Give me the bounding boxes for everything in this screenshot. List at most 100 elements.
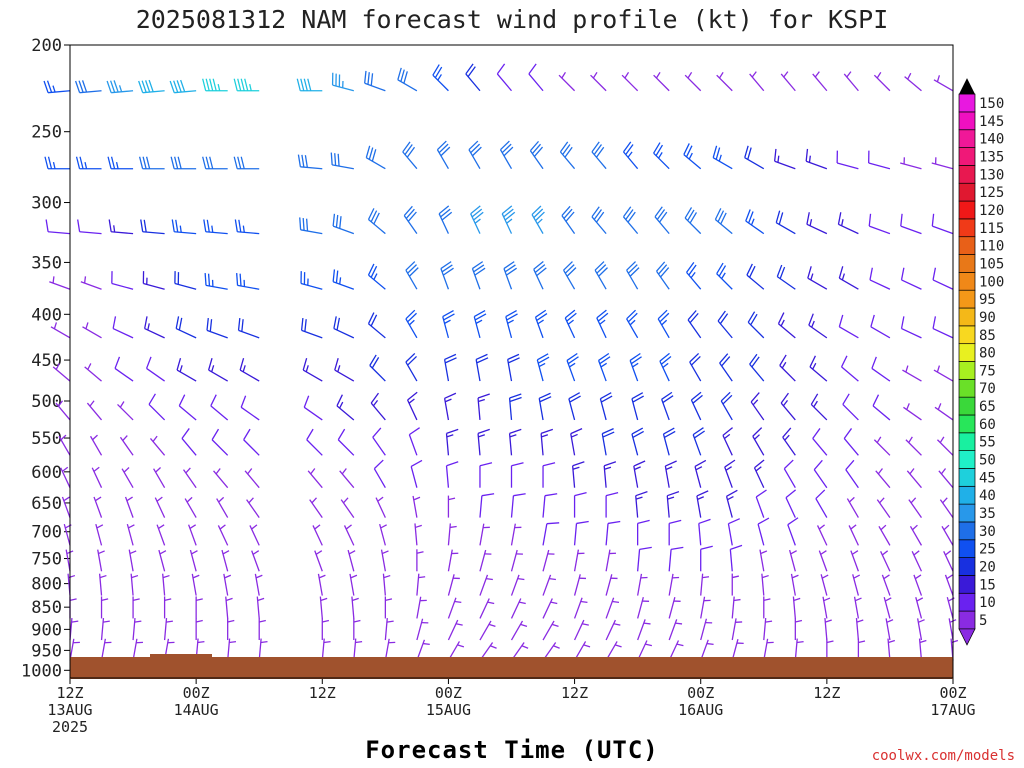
wind-barb [540,428,554,456]
wind-barb [50,322,71,339]
wind-barb [508,393,522,421]
wind-barb [132,638,143,661]
wind-barb [631,427,644,456]
colorbar-label: 100 [979,274,1004,290]
wind-barb [944,574,954,596]
colorbar-label: 40 [979,488,996,504]
wind-barb [815,489,828,518]
wind-barb [559,141,576,170]
y-tick-label: 800 [31,575,62,595]
wind-barb [351,596,359,619]
wind-barb [333,316,355,339]
wind-barb [878,524,891,546]
wind-barb [836,150,859,170]
wind-barb [80,276,102,290]
wind-barb [936,436,954,456]
wind-barb [716,71,733,92]
colorbar-label: 35 [979,506,996,522]
wind-barb [445,461,459,488]
wind-barb [447,574,460,596]
colorbar-cell [958,325,976,345]
wind-barb [757,517,770,546]
colorbar-cell [958,414,976,434]
colorbar-label: 60 [979,417,996,433]
wind-barb [918,638,927,661]
wind-barb [631,392,644,421]
wind-barb [601,428,615,456]
wind-barb [249,524,260,546]
plot-frame [69,44,954,679]
wind-barb [872,394,891,421]
wind-barb [303,395,323,421]
x-tick-label: 12Z [813,684,840,702]
wind-barb [140,219,165,235]
wind-barb [637,573,648,596]
wind-barb [911,550,923,572]
wind-barb [690,391,703,421]
wind-barb [510,549,523,572]
wind-barb [510,493,526,518]
wind-barb [666,491,680,518]
wind-barb [915,597,924,619]
wind-barb [809,355,828,382]
wind-barb [542,574,556,596]
wind-barb [698,518,711,546]
wind-barb [97,549,105,572]
wind-barb [717,310,733,339]
wind-barb [913,574,923,596]
wind-barb [838,314,859,339]
colorbar-label: 130 [979,167,1004,183]
wind-barb [943,550,954,572]
wind-barb [202,156,228,170]
wind-barb [163,596,172,619]
wind-barb [622,141,639,170]
wind-barb [782,427,796,456]
wind-barb [603,461,617,488]
wind-barb [597,352,611,382]
wind-barb [605,619,621,641]
wind-barb [317,573,326,596]
x-tick-label: 13AUG [47,701,92,719]
wind-barb [211,428,229,456]
wind-barb [468,140,482,170]
wind-barb [216,496,229,518]
wind-barb [189,549,198,572]
wind-barb [171,219,197,235]
wind-barb [91,466,103,488]
wind-barb [838,266,859,290]
wind-barb [445,428,459,456]
wind-barb [637,619,651,641]
wind-barb [750,392,765,421]
wind-barb [852,574,861,596]
wind-barb [55,400,71,421]
wind-barb [902,365,922,382]
x-axis-label: Forecast Time (UTC) [365,736,659,764]
wind-barb [306,428,323,456]
wind-barb [868,150,891,170]
wind-barb [810,393,828,421]
wind-barb [312,524,323,546]
chart-title: 2025081312 NAM forecast wind profile (kt… [136,5,889,34]
wind-barb [144,316,165,339]
y-tick-label: 650 [31,494,62,514]
wind-barb [633,460,646,488]
wind-barb [154,496,166,518]
wind-barb [119,435,134,456]
wind-barb [664,460,677,488]
wind-barb [339,468,355,489]
wind-barb [875,468,891,489]
wind-barb [818,550,828,572]
wind-barb [410,459,423,488]
wind-barb [599,392,613,421]
wind-barb [246,497,260,518]
colorbar-label: 45 [979,470,996,486]
wind-barb [331,72,354,92]
wind-barb [843,71,859,92]
colorbar-label: 125 [979,185,1004,201]
colorbar-label: 30 [979,524,996,540]
wind-barb [202,78,228,92]
wind-barb [731,596,741,619]
y-tick-label: 500 [31,392,62,412]
wind-barb [629,352,642,382]
wind-barb [174,271,197,290]
